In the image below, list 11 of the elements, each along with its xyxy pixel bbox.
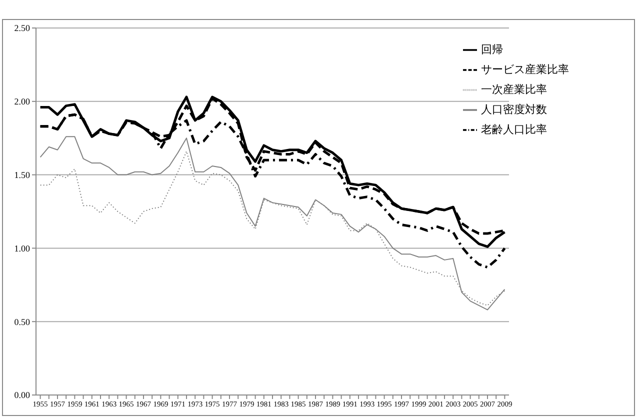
legend-label: 一次産業比率 <box>481 84 547 96</box>
y-tick-label: 2.00 <box>14 96 30 107</box>
legend-label: 老齢人口比率 <box>481 124 547 136</box>
y-tick-label: 1.00 <box>14 243 30 254</box>
y-tick-label: 1.50 <box>14 170 30 180</box>
y-tick-label: 0.00 <box>14 390 30 400</box>
y-tick-label: 0.50 <box>14 316 30 327</box>
legend-label: 人口密度対数 <box>481 104 547 116</box>
legend-label: 回帰 <box>481 44 503 56</box>
legend-label: サービス産業比率 <box>481 64 569 76</box>
y-tick-label: 2.50 <box>14 23 30 34</box>
